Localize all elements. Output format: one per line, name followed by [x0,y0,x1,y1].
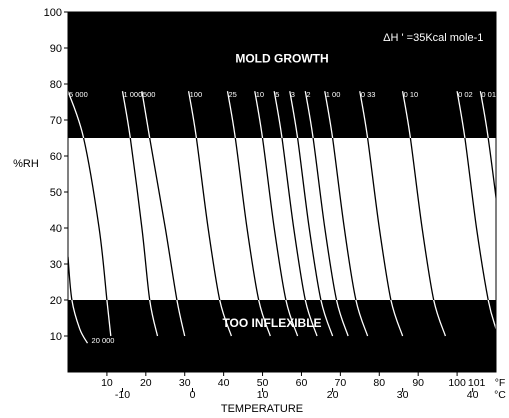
curve-label: 3 [291,90,295,99]
enthalpy-annotation: ΔH ' =35Kcal mole-1 [383,32,483,44]
x-tick-label-c: 0 [190,389,196,401]
y-tick-label: 80 [50,79,62,91]
x-tick-label-f: 60 [296,377,308,389]
x-tick-label-c: 30 [397,389,409,401]
x-tick-label-f: 90 [412,377,424,389]
zone-label-mold-growth: MOLD GROWTH [235,51,328,65]
y-tick-label: 60 [50,151,62,163]
curve-label: 5 000 [69,90,88,99]
curve-label: 10 [256,90,264,99]
unit-celsius: °C [494,389,506,401]
curve-3 [296,138,322,300]
y-tick-label: 70 [50,115,62,127]
zone-band-1 [68,300,496,372]
x-tick-label-f: 80 [373,377,385,389]
x-tick-label-f: 10 [101,377,113,389]
curve-1-00 [331,138,357,300]
x-tick-label-f: 100 [448,377,466,389]
y-tick-label: 10 [50,331,62,343]
curve-0-01 [487,138,496,203]
curve-2 [312,138,338,300]
x-axis-title: TEMPERATURE [221,403,303,415]
curve-1-000 [129,138,151,300]
x-tick-label-c: 40 [467,389,479,401]
curve-0-02 [464,138,489,300]
y-tick-label: 30 [50,259,62,271]
y-tick-label: 20 [50,295,62,307]
curve-label: 5 [275,90,279,99]
x-tick-label-f: 70 [335,377,347,389]
y-axis-title: %RH [13,158,39,170]
x-tick-label-f-extra: 101 [468,377,486,389]
curve-label: 500 [143,90,156,99]
curve-0-10 [409,138,435,300]
curve-500 [149,138,178,300]
curve-label: 1 00 [326,90,341,99]
y-tick-label: 50 [50,187,62,199]
x-tick-label-c: 20 [327,389,339,401]
zone-label-too-inflexible: TOO INFLEXIBLE [222,316,321,330]
curve-0-33 [366,138,392,300]
curve-label: 100 [190,90,203,99]
x-tick-label-f: 40 [218,377,230,389]
curve-label: 25 [229,90,237,99]
curve-5-000 [82,138,108,300]
labels-layer: 5 000 1 000 500 100 25 10 5 3 2 1 00 0 33 0 10 0 02 0… [69,90,496,345]
curve-10 [261,138,287,300]
x-tick-label-f: 20 [140,377,152,389]
curves-light-zone [68,138,496,300]
curve-label: 2 [306,90,310,99]
curve-25 [234,138,260,300]
y-tick-label: 90 [50,43,62,55]
zone-band-0 [68,12,496,138]
x-tick-label-f: 50 [257,377,269,389]
x-tick-label-f: 30 [179,377,191,389]
x-axis: 10 20 30 40 50 60 70 80 90 100 101 -10 0 10 20 30 40 °F°C [101,372,506,401]
y-tick-label: 40 [50,223,62,235]
curve-100 [195,138,221,300]
x-tick-label-c: -10 [115,389,130,401]
y-axis: 10 20 30 40 50 60 70 80 90 100 [44,7,68,343]
unit-fahrenheit: °F [495,377,506,389]
curve-label: 0 01 [481,90,496,99]
curve-5 [281,138,306,300]
curve-label: 0 02 [458,90,473,99]
curve-label-bottom: 20 000 [92,336,115,345]
curve-20-000 [68,256,73,300]
zones-layer [68,12,496,372]
curves-layer [68,90,496,344]
curve-label: 0 10 [404,90,419,99]
x-tick-label-c: 10 [257,389,269,401]
y-tick-label: 100 [44,7,62,19]
curve-label: 0 33 [361,90,376,99]
curve-label: 1 000 [123,90,142,99]
